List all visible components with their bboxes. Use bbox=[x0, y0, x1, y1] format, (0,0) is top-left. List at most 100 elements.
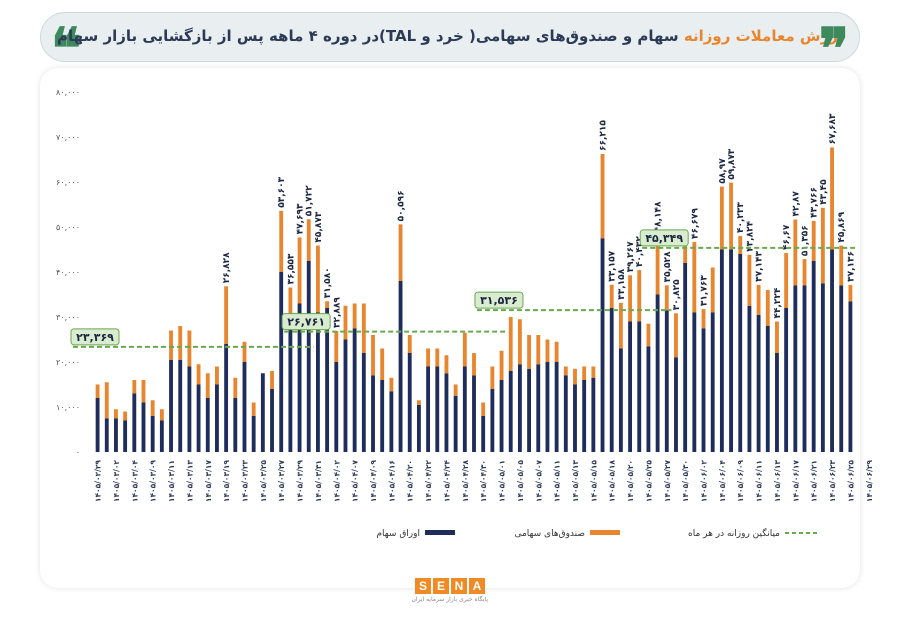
bar-stock bbox=[839, 285, 844, 452]
bar-fund bbox=[499, 350, 504, 380]
bar-fund bbox=[270, 371, 274, 389]
x-tick-label: ۱۴۰۵/۰۳/۰۴ bbox=[130, 460, 139, 503]
bar-stock bbox=[683, 263, 688, 452]
bar-fund bbox=[701, 309, 706, 329]
legend-label: اوراق سهام bbox=[376, 529, 420, 539]
average-label-box bbox=[474, 291, 524, 309]
bar-data-label: ۴۶,۶۷ bbox=[782, 224, 792, 250]
average-label-box bbox=[281, 313, 331, 331]
x-tick-label: ۱۴۰۵/۰۵/۲۰ bbox=[626, 460, 635, 502]
x-tick-label: ۱۴۰۵/۰۴/۰۲ bbox=[332, 460, 341, 503]
legend-label: صندوق‌های سهامی bbox=[514, 529, 585, 539]
x-tick-label: ۱۴۰۵/۰۶/۲۹ bbox=[865, 460, 874, 503]
bar-stock bbox=[527, 368, 532, 452]
bar-data-label: ۶۷,۶۸۳ bbox=[828, 113, 838, 144]
bar-fund bbox=[306, 219, 311, 261]
bar-stock bbox=[775, 353, 779, 452]
bar-stock bbox=[141, 402, 146, 452]
bar-fund bbox=[664, 285, 669, 311]
average-label: ۳۱,۵۳۶ bbox=[480, 294, 518, 307]
x-tick-label: ۱۴۰۵/۰۵/۳۰ bbox=[681, 460, 690, 502]
bar-stock bbox=[104, 418, 109, 452]
bar-stock bbox=[279, 272, 284, 452]
bar-data-label: ۴۷,۶۹۳ bbox=[296, 203, 306, 234]
x-tick-label: ۱۴۰۵/۰۴/۱۶ bbox=[387, 460, 396, 502]
bar-stock bbox=[472, 375, 476, 452]
bar-stock bbox=[802, 285, 807, 452]
bar-stock bbox=[820, 283, 825, 452]
bar-stock bbox=[233, 398, 238, 452]
bar-stock bbox=[334, 362, 339, 452]
bar-stock bbox=[729, 249, 733, 452]
bar-stock bbox=[297, 303, 302, 452]
bar-fund bbox=[453, 384, 458, 396]
bar-fund bbox=[674, 313, 678, 358]
bar-fund bbox=[646, 323, 651, 347]
x-tick-label: ۱۴۰۵/۰۳/۰۲ bbox=[112, 460, 121, 503]
bar-stock bbox=[499, 380, 504, 452]
bar-stock bbox=[793, 285, 798, 452]
bar-stock bbox=[591, 377, 596, 452]
x-tick-label: ۱۴۰۵/۰۲/۲۹ bbox=[94, 460, 103, 503]
bar-fund bbox=[343, 305, 348, 340]
bar-stock bbox=[123, 420, 128, 452]
bar-data-label: ۴۲,۸۷ bbox=[791, 191, 801, 217]
bar-stock bbox=[637, 321, 642, 452]
bar-stock bbox=[765, 326, 770, 452]
x-tick-label: ۱۴۰۵/۰۶/۱۳ bbox=[773, 460, 782, 503]
bar-stock bbox=[453, 395, 458, 452]
bar-fund bbox=[233, 377, 238, 398]
bar-fund bbox=[820, 207, 825, 284]
x-tick-label: ۱۴۰۵/۰۶/۰۲ bbox=[700, 460, 709, 503]
bar-fund bbox=[242, 341, 247, 362]
bar-fund bbox=[839, 245, 844, 286]
quote-left-icon: ❝ bbox=[51, 16, 82, 82]
y-tick-label: ۵۰,۰۰۰ bbox=[56, 223, 80, 232]
bar-stock bbox=[315, 312, 320, 452]
bar-stock bbox=[325, 308, 330, 452]
bar-data-label: ۴۵,۸۶۹ bbox=[837, 211, 847, 242]
bar-fund bbox=[224, 286, 229, 344]
bar-fund bbox=[793, 219, 798, 286]
bar-data-label: ۳۳,۱۵۸ bbox=[617, 268, 627, 299]
bar-stock bbox=[848, 301, 853, 452]
bar-stock bbox=[701, 328, 706, 452]
bar-stock bbox=[187, 366, 192, 452]
bar-data-label: ۳۱,۷۶۳ bbox=[700, 275, 710, 306]
bar-fund bbox=[187, 330, 192, 367]
x-tick-label: ۱۴۰۵/۰۶/۰۴ bbox=[718, 460, 727, 503]
title-accent: ارزش معاملات روزانه bbox=[683, 27, 844, 45]
bar-stock bbox=[361, 353, 366, 452]
bar-stock bbox=[490, 389, 495, 452]
bar-fund bbox=[435, 348, 440, 367]
bar-fund bbox=[591, 366, 596, 378]
quote-right-icon: ❞ bbox=[818, 16, 849, 82]
bar-fund bbox=[315, 245, 320, 313]
bar-data-label: ۵۳,۶۰۳ bbox=[277, 176, 287, 207]
logo-letter: S bbox=[415, 578, 431, 594]
x-tick-label: ۱۴۰۵/۰۴/۲۴ bbox=[442, 460, 451, 503]
bar-stock bbox=[756, 314, 761, 452]
x-tick-label: ۱۴۰۵/۰۴/۰۹ bbox=[369, 460, 378, 503]
bar-stock bbox=[628, 321, 633, 452]
y-tick-label: ۷۰,۰۰۰ bbox=[56, 133, 80, 142]
x-tick-label: ۱۴۰۵/۰۵/۰۷ bbox=[534, 460, 543, 503]
x-tick-label: ۱۴۰۵/۰۳/۱۹ bbox=[222, 460, 231, 503]
bar-fund bbox=[205, 373, 210, 398]
bar-data-label: ۴۰,۲۳۳ bbox=[736, 202, 746, 233]
y-tick-label: ۸۰,۰۰۰ bbox=[56, 88, 80, 97]
bar-stock bbox=[738, 254, 743, 452]
average-label-box bbox=[639, 229, 689, 247]
bar-data-label: ۴۳,۷۶۶ bbox=[810, 187, 820, 218]
bar-fund bbox=[288, 287, 293, 322]
bar-fund bbox=[196, 364, 201, 385]
bar-stock bbox=[196, 384, 201, 452]
bar-stock bbox=[95, 398, 100, 452]
bar-fund bbox=[508, 317, 513, 371]
bar-stock bbox=[582, 380, 587, 452]
bar-data-label: ۳۱,۵۸۰ bbox=[323, 267, 333, 298]
bar-data-label: ۵۹,۸۷۳ bbox=[727, 148, 737, 179]
x-tick-label: ۱۴۰۵/۰۳/۰۹ bbox=[149, 460, 158, 503]
bar-data-label: ۳۷,۱۴۳ bbox=[755, 250, 765, 281]
bar-stock bbox=[435, 366, 440, 452]
